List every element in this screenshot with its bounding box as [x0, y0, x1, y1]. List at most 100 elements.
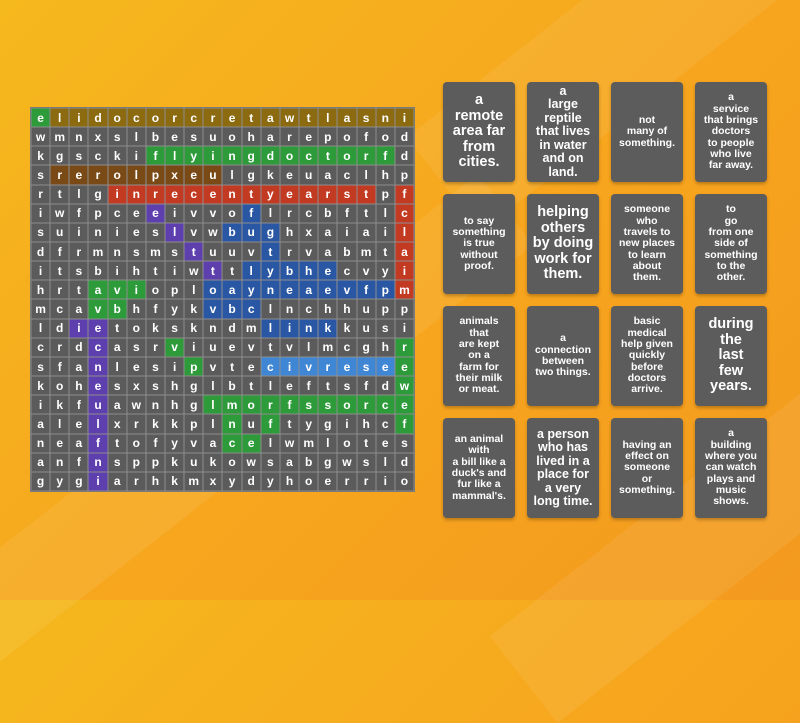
grid-cell-r0-c10[interactable]: e [222, 108, 242, 128]
grid-cell-r4-c2[interactable]: l [69, 184, 89, 204]
grid-cell-r9-c16[interactable]: v [337, 280, 357, 300]
grid-cell-r19-c0[interactable]: g [31, 471, 51, 491]
grid-cell-r15-c10[interactable]: m [222, 395, 242, 415]
grid-cell-r0-c17[interactable]: s [356, 108, 376, 128]
grid-cell-r5-c17[interactable]: t [356, 203, 376, 223]
grid-cell-r17-c4[interactable]: t [107, 433, 127, 453]
grid-cell-r3-c7[interactable]: x [165, 165, 185, 185]
grid-cell-r4-c12[interactable]: y [260, 184, 280, 204]
grid-cell-r10-c19[interactable]: p [394, 299, 414, 319]
grid-cell-r8-c16[interactable]: c [337, 261, 357, 281]
clue-card-14[interactable]: a person who has lived in a place for a … [527, 418, 599, 518]
grid-cell-r14-c17[interactable]: f [356, 376, 376, 396]
grid-cell-r6-c11[interactable]: u [241, 222, 261, 243]
grid-cell-r13-c9[interactable]: v [203, 356, 223, 377]
grid-cell-r4-c1[interactable]: t [50, 184, 70, 204]
grid-cell-r6-c9[interactable]: w [203, 222, 223, 243]
grid-cell-r16-c13[interactable]: t [279, 414, 300, 434]
grid-cell-r11-c7[interactable]: s [165, 318, 185, 338]
grid-cell-r16-c8[interactable]: p [184, 414, 204, 434]
grid-cell-r8-c13[interactable]: b [279, 261, 300, 281]
grid-cell-r1-c0[interactable]: w [31, 127, 51, 147]
grid-cell-r15-c7[interactable]: h [165, 395, 185, 415]
grid-cell-r8-c2[interactable]: s [69, 261, 89, 281]
grid-cell-r6-c5[interactable]: e [126, 222, 146, 243]
grid-cell-r0-c11[interactable]: t [241, 108, 261, 128]
grid-cell-r18-c5[interactable]: p [126, 452, 146, 472]
grid-cell-r16-c16[interactable]: i [337, 414, 357, 434]
grid-cell-r3-c15[interactable]: a [318, 165, 338, 185]
grid-cell-r11-c0[interactable]: l [31, 318, 51, 338]
grid-cell-r7-c17[interactable]: m [356, 242, 376, 262]
grid-cell-r2-c12[interactable]: d [260, 146, 280, 166]
grid-cell-r16-c6[interactable]: k [145, 414, 166, 434]
grid-cell-r12-c2[interactable]: d [69, 337, 89, 357]
grid-cell-r17-c0[interactable]: n [31, 433, 51, 453]
grid-cell-r11-c1[interactable]: d [50, 318, 70, 338]
grid-cell-r18-c2[interactable]: f [69, 452, 89, 472]
grid-cell-r13-c1[interactable]: f [50, 356, 70, 377]
grid-cell-r0-c6[interactable]: o [145, 108, 166, 128]
grid-cell-r18-c13[interactable]: a [279, 452, 300, 472]
grid-cell-r14-c10[interactable]: b [222, 376, 242, 396]
grid-cell-r10-c15[interactable]: h [318, 299, 338, 319]
grid-cell-r10-c16[interactable]: h [337, 299, 357, 319]
grid-cell-r12-c9[interactable]: u [203, 337, 223, 357]
grid-cell-r8-c4[interactable]: i [107, 261, 127, 281]
clue-card-8[interactable]: to go from one side of something to the … [695, 194, 767, 294]
grid-cell-r6-c15[interactable]: a [318, 222, 338, 243]
grid-cell-r11-c14[interactable]: n [299, 318, 319, 338]
grid-cell-r7-c19[interactable]: a [394, 242, 414, 262]
grid-cell-r14-c14[interactable]: f [299, 376, 319, 396]
grid-cell-r17-c16[interactable]: o [337, 433, 357, 453]
grid-cell-r6-c18[interactable]: i [375, 222, 395, 243]
grid-cell-r17-c6[interactable]: f [145, 433, 166, 453]
grid-cell-r9-c14[interactable]: a [299, 280, 319, 300]
grid-cell-r9-c10[interactable]: a [222, 280, 242, 300]
grid-cell-r6-c13[interactable]: h [279, 222, 300, 243]
grid-cell-r3-c10[interactable]: l [222, 165, 242, 185]
grid-cell-r18-c4[interactable]: s [107, 452, 127, 472]
grid-cell-r16-c17[interactable]: h [356, 414, 376, 434]
grid-cell-r7-c2[interactable]: r [69, 242, 89, 262]
grid-cell-r18-c8[interactable]: u [184, 452, 204, 472]
grid-cell-r7-c9[interactable]: u [203, 242, 223, 262]
grid-cell-r17-c12[interactable]: l [260, 433, 280, 453]
grid-cell-r16-c3[interactable]: l [88, 414, 108, 434]
grid-cell-r0-c16[interactable]: a [337, 108, 357, 128]
grid-cell-r8-c12[interactable]: y [260, 261, 280, 281]
grid-cell-r0-c0[interactable]: e [31, 108, 51, 128]
grid-cell-r1-c17[interactable]: f [356, 127, 376, 147]
grid-cell-r9-c2[interactable]: t [69, 280, 89, 300]
grid-cell-r6-c14[interactable]: x [299, 222, 319, 243]
grid-cell-r16-c10[interactable]: n [222, 414, 242, 434]
grid-cell-r18-c7[interactable]: k [165, 452, 185, 472]
grid-cell-r18-c1[interactable]: n [50, 452, 70, 472]
grid-cell-r15-c6[interactable]: n [145, 395, 166, 415]
grid-cell-r13-c17[interactable]: s [356, 356, 376, 377]
grid-cell-r15-c8[interactable]: g [184, 395, 204, 415]
grid-cell-r4-c4[interactable]: i [107, 184, 127, 204]
grid-cell-r9-c0[interactable]: h [31, 280, 51, 300]
grid-cell-r10-c7[interactable]: y [165, 299, 185, 319]
grid-cell-r0-c8[interactable]: c [184, 108, 204, 128]
grid-cell-r7-c11[interactable]: v [241, 242, 261, 262]
grid-cell-r13-c10[interactable]: t [222, 356, 242, 377]
grid-cell-r4-c18[interactable]: p [375, 184, 395, 204]
grid-cell-r16-c5[interactable]: r [126, 414, 146, 434]
grid-cell-r6-c1[interactable]: u [50, 222, 70, 243]
grid-cell-r12-c17[interactable]: g [356, 337, 376, 357]
grid-cell-r15-c14[interactable]: s [299, 395, 319, 415]
grid-cell-r9-c8[interactable]: l [184, 280, 204, 300]
grid-cell-r10-c18[interactable]: p [375, 299, 395, 319]
grid-cell-r17-c1[interactable]: e [50, 433, 70, 453]
grid-cell-r19-c14[interactable]: o [299, 471, 319, 491]
grid-cell-r12-c16[interactable]: c [337, 337, 357, 357]
grid-cell-r14-c9[interactable]: l [203, 376, 223, 396]
grid-cell-r18-c11[interactable]: w [241, 452, 261, 472]
grid-cell-r8-c0[interactable]: i [31, 261, 51, 281]
grid-cell-r9-c18[interactable]: p [375, 280, 395, 300]
grid-cell-r7-c8[interactable]: t [184, 242, 204, 262]
grid-cell-r5-c18[interactable]: l [375, 203, 395, 223]
grid-cell-r10-c1[interactable]: c [50, 299, 70, 319]
